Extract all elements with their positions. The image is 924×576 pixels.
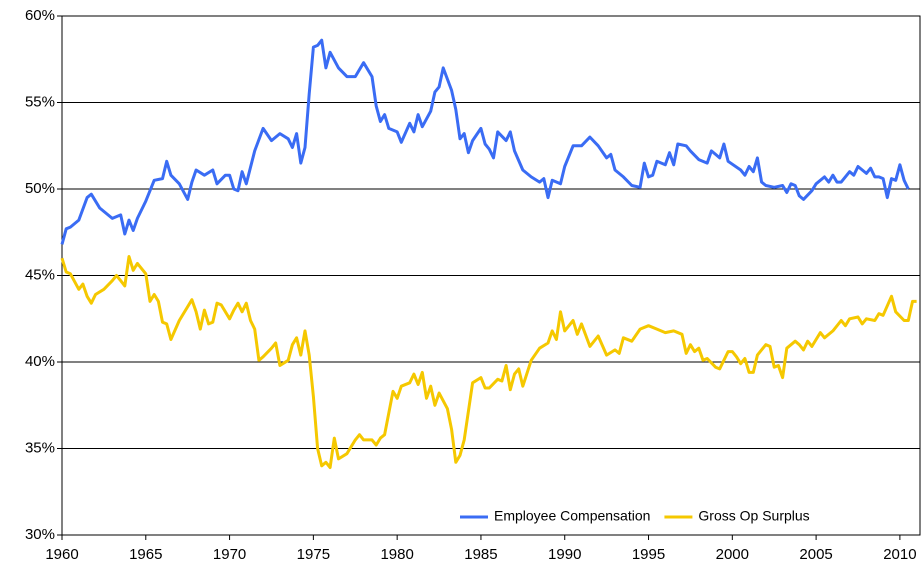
x-tick-label: 1975 [297,546,330,563]
y-tick-label: 45% [25,266,55,283]
y-tick-label: 60% [25,7,55,24]
y-tick-label: 40% [25,353,55,370]
x-tick-label: 1980 [380,546,413,563]
x-tick-label: 2010 [883,546,916,563]
x-tick-label: 1995 [632,546,665,563]
legend-label: Employee Compensation [494,508,650,524]
plot-border [61,15,921,536]
series-line [60,255,917,469]
y-tick-label: 50% [25,180,55,197]
legend-label: Gross Op Surplus [698,508,809,524]
x-tick-label: 1990 [548,546,581,563]
legend: Employee Compensation Gross Op Surplus [460,508,810,524]
x-tick-label: 1960 [45,546,78,563]
x-tick-label: 2005 [799,546,832,563]
y-tick-label: 30% [25,526,55,543]
x-tick-label: 1965 [129,546,162,563]
x-tick-label: 2000 [716,546,749,563]
y-tick-label: 35% [25,439,55,456]
series-line [60,38,910,245]
x-tick-label: 1970 [213,546,246,563]
x-tick-label: 1985 [464,546,497,563]
y-tick-label: 55% [25,93,55,110]
